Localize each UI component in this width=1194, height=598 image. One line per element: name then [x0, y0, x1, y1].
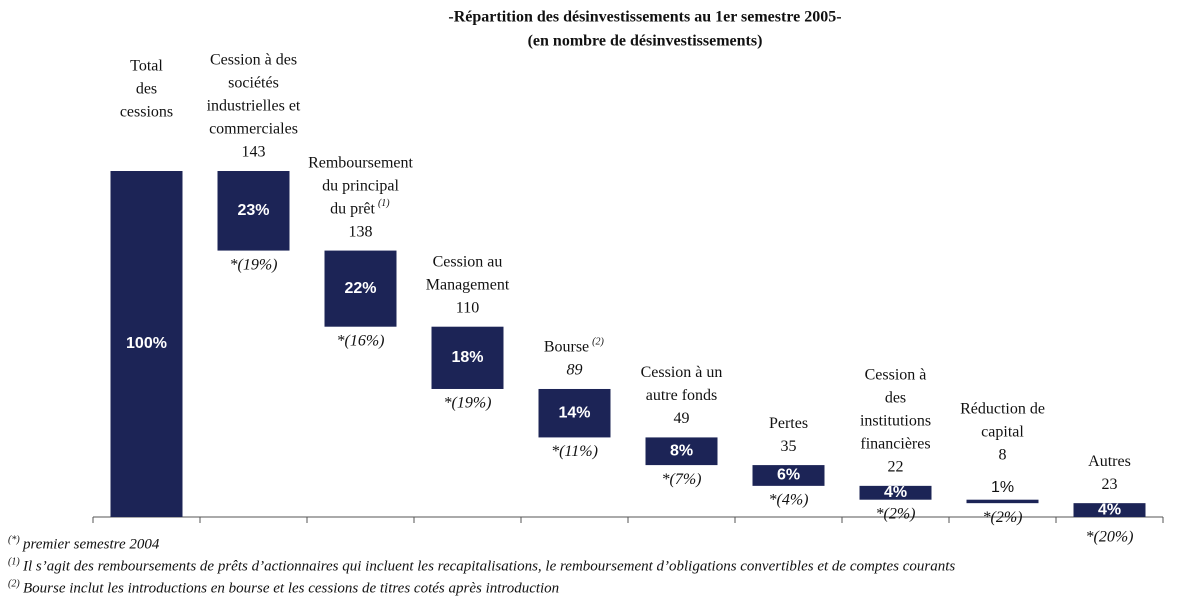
category-label: sociétés — [228, 75, 279, 92]
category-label: industrielles et — [207, 98, 301, 115]
previous-label: *(19%) — [230, 256, 278, 273]
footnote-mark: (2) — [8, 578, 20, 589]
count-label: 49 — [674, 410, 690, 427]
previous-label: *(11%) — [551, 443, 598, 460]
chart-title: -Répartition des désinvestissements au 1… — [448, 9, 841, 26]
category-label: des — [885, 390, 906, 407]
footnote: Il s’agit des remboursements de prêts d’… — [22, 558, 955, 574]
value-label: 14% — [558, 404, 590, 421]
previous-label: *(20%) — [1086, 529, 1134, 546]
category-label: Remboursement — [308, 154, 413, 171]
bar — [324, 250, 397, 327]
previous-label: *(7%) — [662, 471, 702, 488]
bar — [645, 437, 718, 466]
category-label: Autres — [1088, 453, 1131, 470]
value-label: 6% — [777, 467, 800, 484]
category-label: Cession à — [865, 367, 927, 384]
category-label: Cession à un — [641, 364, 723, 381]
previous-label: *(2%) — [876, 505, 916, 522]
count-label: 138 — [349, 223, 373, 240]
category-note: (1) — [378, 198, 390, 209]
category-label: des — [136, 81, 157, 98]
count-label: 8 — [999, 446, 1007, 463]
value-label: 4% — [1098, 501, 1121, 518]
count-label: 110 — [456, 299, 479, 316]
value-label: 23% — [237, 202, 269, 219]
previous-label: *(19%) — [444, 395, 492, 412]
category-label: Cession à des — [210, 52, 297, 69]
value-label: 18% — [451, 349, 483, 366]
bar — [217, 171, 290, 251]
value-label: 1% — [991, 479, 1014, 496]
category-label: Réduction de — [960, 400, 1045, 417]
category-label: capital — [981, 423, 1024, 440]
category-label: commerciales — [209, 121, 298, 138]
category-label: du principal — [322, 177, 399, 194]
previous-label: *(2%) — [983, 509, 1023, 526]
bar — [431, 326, 504, 389]
bar — [859, 485, 932, 500]
value-label: 100% — [126, 335, 167, 352]
category-label: Total — [130, 58, 163, 75]
count-label: 22 — [888, 459, 904, 476]
value-label: 22% — [344, 280, 376, 297]
bar — [110, 171, 183, 517]
category-label: Bourse — [544, 339, 589, 356]
category-label: financières — [860, 436, 930, 453]
chart-subtitle: (en nombre de désinvestissements) — [528, 33, 763, 50]
count-label: 35 — [781, 438, 797, 455]
footnote-mark: (1) — [8, 556, 20, 567]
category-label: cessions — [120, 104, 173, 121]
previous-label: *(16%) — [337, 332, 385, 349]
footnote: Bourse inclut les introductions en bours… — [23, 580, 559, 596]
count-label: 89 — [567, 362, 583, 379]
category-label: institutions — [860, 413, 931, 430]
value-label: 4% — [884, 484, 907, 501]
count-label: 143 — [242, 144, 266, 161]
count-label: 23 — [1102, 476, 1118, 493]
bar — [752, 465, 825, 486]
bar — [1073, 503, 1146, 517]
category-label: Cession au — [433, 253, 503, 270]
value-label: 8% — [670, 442, 693, 459]
bar — [538, 388, 611, 438]
bar — [966, 499, 1039, 504]
category-label: autre fonds — [646, 387, 718, 404]
previous-label: *(4%) — [769, 492, 809, 509]
footnote: premier semestre 2004 — [22, 536, 160, 552]
category-label: du prêt — [330, 200, 375, 217]
footnote-mark: (*) — [8, 534, 20, 545]
category-label: Pertes — [769, 415, 808, 432]
category-note: (2) — [592, 336, 604, 347]
category-label: Management — [426, 276, 510, 293]
